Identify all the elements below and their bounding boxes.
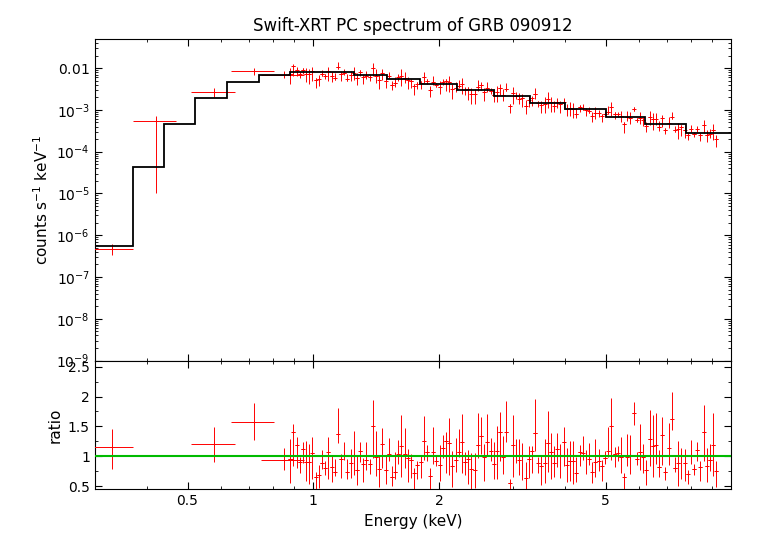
Y-axis label: counts s$^{-1}$ keV$^{-1}$: counts s$^{-1}$ keV$^{-1}$ bbox=[32, 135, 51, 265]
Title: Swift-XRT PC spectrum of GRB 090912: Swift-XRT PC spectrum of GRB 090912 bbox=[253, 17, 573, 34]
X-axis label: Energy (keV): Energy (keV) bbox=[364, 514, 462, 529]
Y-axis label: ratio: ratio bbox=[47, 407, 62, 443]
